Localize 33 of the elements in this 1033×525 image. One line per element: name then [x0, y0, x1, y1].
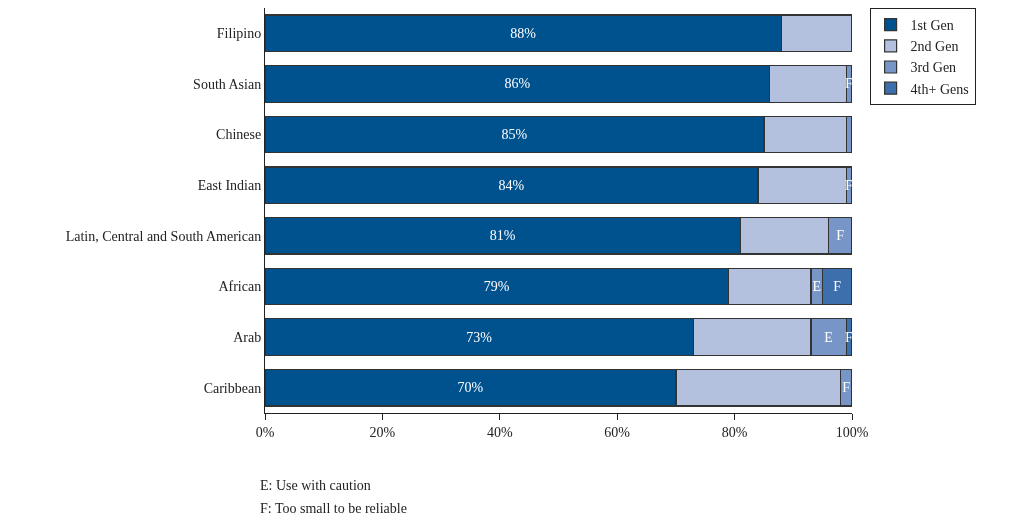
- data-label: 86%: [504, 76, 531, 92]
- x-tick-label: 20%: [369, 424, 396, 440]
- y-tick-label: African: [218, 279, 262, 295]
- data-label: 79%: [483, 278, 510, 294]
- legend-label: 1st Gen: [910, 18, 954, 34]
- data-label: 73%: [466, 329, 493, 345]
- data-label: F: [836, 228, 845, 244]
- y-tick-label: Filipino: [216, 26, 262, 42]
- legend-label: 2nd Gen: [910, 39, 959, 55]
- data-label: 70%: [457, 380, 484, 396]
- y-tick-label: Latin, Central and South American: [65, 228, 262, 244]
- legend-label: 3rd Gen: [910, 60, 957, 76]
- text: F: Too small to be reliable: [260, 501, 407, 516]
- x-tick-label: 80%: [721, 424, 748, 440]
- y-tick-label: Caribbean: [203, 380, 262, 396]
- x-tick-label: 40%: [486, 424, 513, 440]
- text: E: Use with caution: [260, 478, 371, 493]
- data-label: E: [812, 278, 822, 294]
- data-label: 85%: [501, 127, 528, 143]
- data-label: 88%: [510, 25, 537, 41]
- data-label: F: [842, 380, 851, 396]
- data-label: 81%: [489, 228, 516, 244]
- y-tick-label: South Asian: [193, 76, 262, 92]
- x-tick-label: 0%: [255, 424, 275, 440]
- y-tick-label: East Indian: [197, 178, 262, 194]
- y-tick-label: Arab: [233, 329, 262, 345]
- data-label: F: [833, 278, 842, 294]
- x-tick-label: 100%: [835, 424, 869, 440]
- data-label: E: [824, 329, 833, 345]
- data-label: 84%: [498, 177, 525, 193]
- y-tick-label: Chinese: [216, 127, 262, 143]
- legend-label: 4th+ Gens: [910, 81, 969, 97]
- x-tick-label: 60%: [604, 424, 631, 440]
